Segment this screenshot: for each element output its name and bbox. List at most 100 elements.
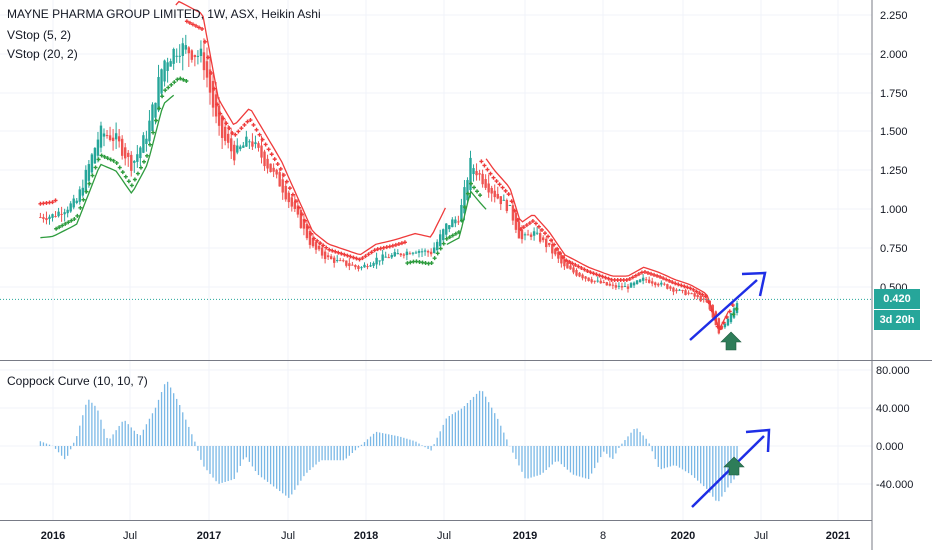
candle-body (729, 313, 733, 323)
vstop-5-marker (69, 218, 74, 223)
candle-body (687, 292, 690, 294)
vstop-5-marker (536, 224, 541, 229)
price-axis-label: 0.750 (880, 243, 908, 255)
trend-arrowhead-coppock (745, 428, 771, 453)
candle-body (45, 218, 48, 221)
vstop-5-marker (333, 249, 338, 254)
vstop-5-marker (636, 272, 641, 277)
candle-body (299, 210, 303, 228)
vstop-5-marker (172, 80, 177, 85)
candle-body (396, 253, 400, 255)
vstop-5-marker (642, 269, 647, 274)
trend-arrow-price[interactable] (689, 279, 758, 341)
candle-body (269, 163, 272, 172)
candle-body (560, 255, 563, 264)
candles (39, 34, 739, 335)
vstop-5-2 (38, 19, 739, 331)
vstop-5-marker (227, 126, 232, 131)
indicator-legend-vstop-5-2[interactable]: VStop (5, 2) (7, 28, 72, 42)
indicator-legend-coppock[interactable]: Coppock Curve (10, 10, 7) (7, 374, 148, 388)
indicator-legend-vstop-20-2[interactable]: VStop (20, 2) (7, 47, 78, 61)
candle-body (535, 232, 539, 234)
candle-body (154, 102, 157, 118)
vstop-5-marker (163, 88, 168, 93)
vstop-5-marker (154, 118, 159, 123)
vstop-5-marker (588, 270, 593, 275)
vstop-5-marker (624, 278, 629, 283)
candle-body (614, 285, 618, 288)
up-arrow-marker-coppock[interactable] (723, 456, 745, 476)
vstop-5-marker (72, 217, 77, 222)
price-axis-label: 1.500 (880, 126, 908, 138)
vstop-5-marker (539, 227, 544, 232)
candle-body (638, 279, 642, 283)
time-axis[interactable]: 2016 Jul 2017 Jul 2018 Jul 2019 8 2020 Jul 2021 (41, 530, 850, 542)
candle-body (723, 323, 727, 328)
vstop-5-marker (278, 166, 283, 171)
vstop-5-marker (57, 225, 62, 230)
candle-body (387, 257, 390, 259)
vstop-5-marker (494, 179, 499, 184)
candle-body (39, 217, 42, 219)
candle-body (602, 282, 605, 284)
coppock-histogram (39, 381, 738, 502)
candle-body (475, 171, 478, 176)
time-axis-label: Jul (281, 530, 295, 542)
vstop-5-marker (187, 20, 192, 25)
candle-body (651, 281, 654, 284)
vstop-5-marker (132, 177, 137, 182)
vstop-5-marker (242, 122, 247, 127)
annotations[interactable] (689, 271, 771, 508)
candle-body (81, 187, 85, 196)
vstop-5-marker (645, 270, 650, 275)
vstop-5-marker (543, 231, 548, 236)
vstop-5-marker (482, 163, 487, 168)
vstop-5-marker (126, 179, 131, 184)
vstop-5-marker (224, 121, 229, 126)
vstop-5-marker (345, 253, 350, 258)
candle-body (242, 145, 245, 148)
vstop-5-marker (450, 233, 455, 238)
vstop-5-marker (351, 255, 356, 260)
candle-body (60, 213, 63, 215)
candle-body (236, 145, 239, 153)
vstop-5-marker (293, 199, 298, 204)
candle-body (460, 204, 463, 222)
candle-body (305, 223, 309, 239)
vstop-5-marker (549, 238, 554, 243)
vstop-5-marker (342, 252, 347, 257)
vstop-5-marker (75, 213, 80, 218)
candle-body (114, 133, 118, 140)
vstop-5-marker (193, 23, 198, 28)
vstop-5-marker (348, 254, 353, 259)
vstop-5-marker (306, 225, 311, 230)
candle-body (693, 293, 696, 297)
candle-body (254, 142, 257, 145)
price-axis-label: 2.000 (880, 49, 908, 61)
candle-body (230, 138, 233, 152)
vstop-5-marker (239, 126, 244, 131)
vstop-5-marker (709, 308, 714, 313)
candle-body (463, 187, 466, 214)
candle-body (102, 133, 106, 137)
vstop-5-marker (441, 241, 446, 246)
candle-body (514, 212, 518, 230)
candle-body (308, 230, 312, 245)
up-arrow-marker-price[interactable] (720, 331, 742, 351)
trend-arrow-coppock[interactable] (691, 435, 765, 508)
candle-body (681, 290, 684, 292)
vstop-5-marker (555, 246, 560, 251)
vstop-5-marker (54, 226, 59, 231)
candle-body (690, 293, 693, 295)
candle-body (75, 200, 78, 203)
vstop-5-marker (330, 248, 335, 253)
vstop-5-marker (518, 227, 523, 232)
candle-body (108, 135, 112, 141)
coppock-axis[interactable]: 80.000 40.000 0.000 -40.000 (876, 365, 913, 491)
vstop-5-marker (251, 122, 256, 127)
vstop-5-marker (491, 175, 496, 180)
candle-body (414, 252, 418, 254)
candle-body (348, 263, 351, 267)
